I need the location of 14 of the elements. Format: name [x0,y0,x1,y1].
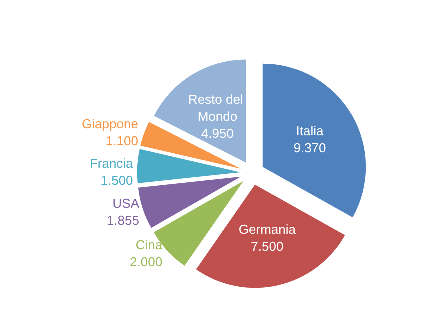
slice-label: Resto del Mondo [188,92,247,124]
data-label: 1.100 [106,133,138,148]
data-label: 1.855 [106,213,140,228]
slice-label: Cina [136,238,164,253]
data-label: 4.950 [201,126,234,141]
data-label: 9.370 [294,140,326,156]
slice-label: USA [112,196,140,212]
slice-label: Giappone [82,116,138,132]
slice-label: Italia [296,124,324,138]
slice-label: Francia [90,156,134,171]
data-label: 2.000 [130,254,163,270]
data-label: 7.500 [251,239,284,254]
slice-label: Germania [238,222,297,238]
data-label: 1.500 [100,172,134,188]
